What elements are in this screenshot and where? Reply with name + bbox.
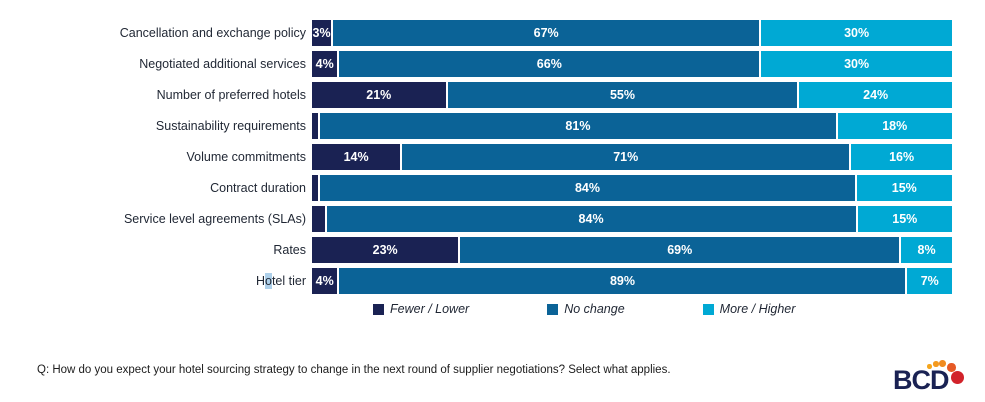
category-label: Volume commitments <box>186 150 306 164</box>
bar-segment-more-higher: 18% <box>837 113 952 139</box>
category-label: Hotel tier <box>255 273 306 289</box>
category-label: Number of preferred hotels <box>156 88 306 102</box>
stacked-bar: 84% 15% <box>312 175 952 201</box>
stacked-bar: 81% 18% <box>312 113 952 139</box>
legend-label: No change <box>564 302 625 316</box>
bar-segment-no-change: 66% <box>339 51 760 77</box>
bar-segment-more-higher: 7% <box>907 268 952 294</box>
stacked-bar: 4% 66% 30% <box>312 51 952 77</box>
category-label: Cancellation and exchange policy <box>119 26 306 40</box>
chart-legend: Fewer / Lower No change More / Higher <box>373 302 795 316</box>
stacked-bar: 4% 89% 7% <box>312 268 952 294</box>
stacked-bar: 14% 71% 16% <box>312 144 952 170</box>
logo-dot-icon <box>939 360 946 367</box>
legend-item-more-higher: More / Higher <box>702 302 796 316</box>
bar-segment-no-change: 69% <box>460 237 900 263</box>
chart-row: Number of preferred hotels 21% 55% 24% <box>16 82 968 108</box>
logo-dot-icon <box>951 371 964 384</box>
chart-row: Service level agreements (SLAs) 84% 15% <box>16 206 968 232</box>
chart-row: Contract duration 84% 15% <box>16 175 968 201</box>
bar-segment-fewer-lower <box>312 206 325 232</box>
bar-segment-no-change: 71% <box>402 144 850 170</box>
chart-row: Cancellation and exchange policy 3% 67% 30% <box>16 20 968 46</box>
category-label: Negotiated additional services <box>139 57 306 71</box>
bar-segment-fewer-lower: 14% <box>312 144 401 170</box>
legend-item-fewer-lower: Fewer / Lower <box>373 302 469 316</box>
chart-row: Volume commitments 14% 71% 16% <box>16 144 968 170</box>
category-label: Contract duration <box>210 181 306 195</box>
bar-segment-no-change: 81% <box>320 113 836 139</box>
text-highlight: o <box>265 273 272 289</box>
legend-swatch-icon <box>373 303 384 315</box>
legend-item-no-change: No change <box>547 302 625 316</box>
stacked-bar: 84% 15% <box>312 206 952 232</box>
stacked-bar: 21% 55% 24% <box>312 82 952 108</box>
survey-question-text: Q: How do you expect your hotel sourcing… <box>37 364 671 376</box>
bar-segment-more-higher: 30% <box>761 20 952 46</box>
legend-swatch-icon <box>547 303 559 315</box>
bar-segment-fewer-lower: 3% <box>312 20 332 46</box>
legend-label: More / Higher <box>719 302 796 316</box>
bar-segment-more-higher: 8% <box>901 237 952 263</box>
chart-row: Rates 23% 69% 8% <box>16 237 968 263</box>
logo-dot-icon <box>947 363 956 372</box>
category-label: Service level agreements (SLAs) <box>123 212 306 226</box>
bar-segment-more-higher: 15% <box>857 206 952 232</box>
bar-segment-fewer-lower: 4% <box>312 51 338 77</box>
bar-segment-more-higher: 24% <box>799 82 952 108</box>
bcd-logo-icon: BCD <box>893 356 973 398</box>
bar-segment-more-higher: 15% <box>856 175 952 201</box>
bar-segment-no-change: 55% <box>447 82 798 108</box>
bar-segment-more-higher: 30% <box>761 51 952 77</box>
legend-swatch-icon <box>702 303 714 315</box>
bar-segment-fewer-lower: 21% <box>312 82 446 108</box>
bcd-logo-text: BCD <box>893 365 949 395</box>
stacked-bar: 3% 67% 30% <box>312 20 952 46</box>
bar-segment-fewer-lower: 23% <box>312 237 459 263</box>
bar-segment-fewer-lower <box>312 175 319 201</box>
chart-rows: Cancellation and exchange policy 3% 67% 30%… <box>16 20 968 299</box>
logo-dot-icon <box>927 364 932 369</box>
bar-segment-more-higher: 16% <box>851 144 952 170</box>
bar-segment-fewer-lower: 4% <box>312 268 338 294</box>
category-label: Sustainability requirements <box>155 119 306 133</box>
bar-segment-no-change: 84% <box>326 206 856 232</box>
category-label: Rates <box>273 243 306 257</box>
stacked-bar: 23% 69% 8% <box>312 237 952 263</box>
bar-segment-no-change: 67% <box>333 20 760 46</box>
chart-row: Negotiated additional services 4% 66% 30% <box>16 51 968 77</box>
logo-dot-icon <box>933 361 939 367</box>
legend-label: Fewer / Lower <box>390 302 470 316</box>
bar-segment-no-change: 84% <box>320 175 855 201</box>
chart-row: Sustainability requirements 81% 18% <box>16 113 968 139</box>
bar-segment-no-change: 89% <box>339 268 906 294</box>
bar-segment-fewer-lower <box>312 113 319 139</box>
chart-row: Hotel tier 4% 89% 7% <box>16 268 968 294</box>
